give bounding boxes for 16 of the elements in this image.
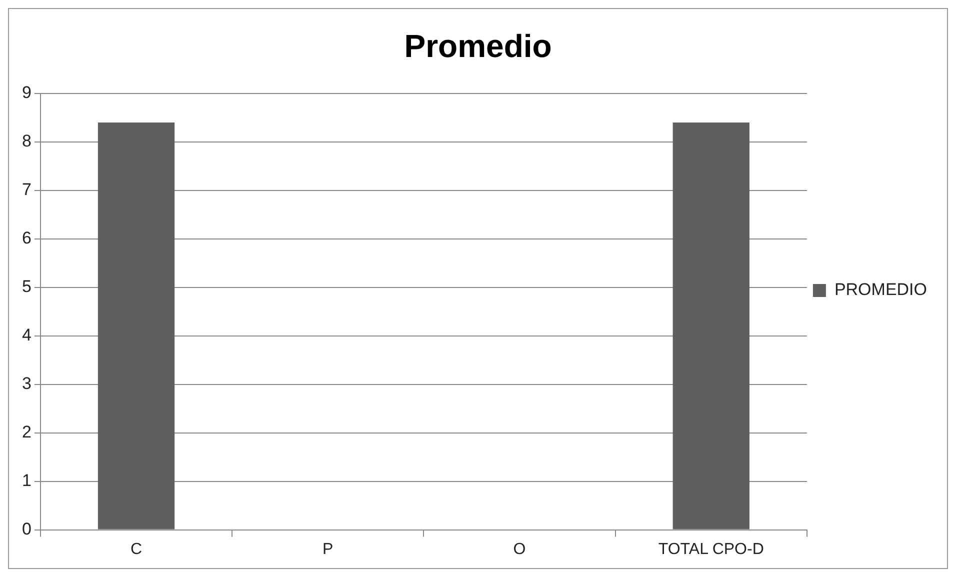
y-tick-label: 6 [22, 228, 32, 248]
y-tick-label: 8 [22, 132, 32, 151]
y-tick-label: 3 [22, 374, 32, 394]
y-tick-label: 2 [22, 422, 32, 442]
y-tick-label: 4 [22, 326, 32, 345]
x-tick-label: P [322, 540, 334, 558]
y-tick-label: 9 [22, 83, 32, 102]
y-tick-label: 5 [22, 277, 32, 296]
y-tick-label: 7 [22, 180, 32, 200]
x-tick-label: TOTAL CPO-D [658, 540, 764, 558]
x-tick-label: C [130, 540, 142, 558]
legend-label: PROMEDIO [834, 280, 927, 300]
y-tick-label: 1 [22, 471, 32, 490]
chart-title: Promedio [404, 28, 552, 64]
x-tick-label: O [513, 540, 526, 558]
y-tick-label: 0 [22, 519, 32, 538]
